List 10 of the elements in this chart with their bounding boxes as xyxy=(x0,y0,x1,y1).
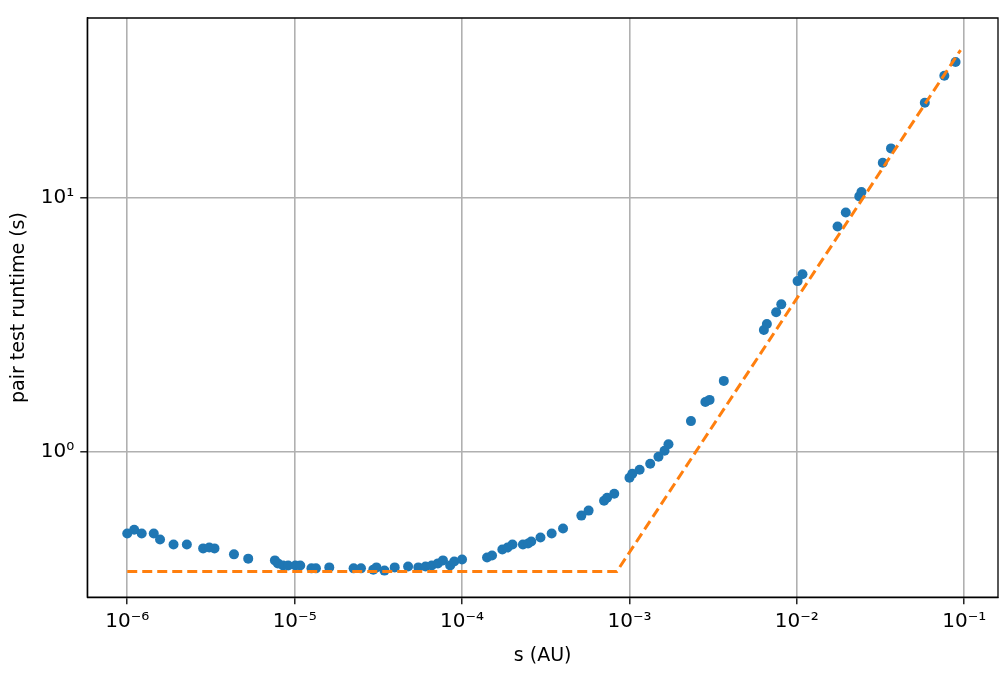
x-tick-label: 10⁻⁴ xyxy=(440,608,485,633)
y-axis-title: pair test runtime (s) xyxy=(6,212,29,404)
x-tick-label: 10⁻⁶ xyxy=(105,608,150,633)
x-tick-label: 10⁻¹ xyxy=(942,608,987,633)
y-tick-label: 10⁰ xyxy=(40,437,75,462)
y-tick-label: 10¹ xyxy=(40,183,75,208)
x-tick-label: 10⁻⁵ xyxy=(272,608,317,633)
x-tick-label: 10⁻² xyxy=(774,608,819,633)
x-tick-label: 10⁻³ xyxy=(607,608,652,633)
x-axis-title: s (AU) xyxy=(513,642,572,665)
